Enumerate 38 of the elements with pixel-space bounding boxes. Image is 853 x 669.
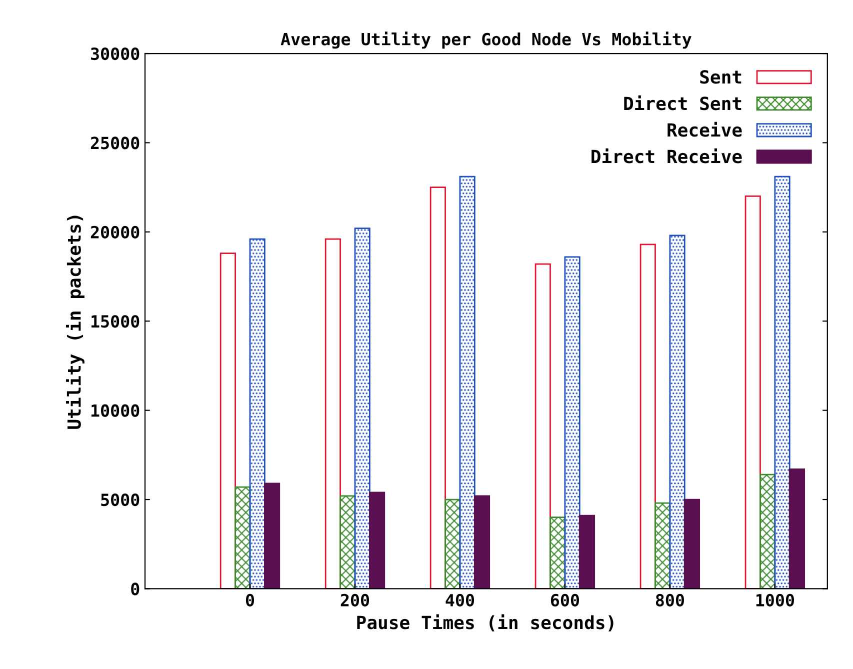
x-tick-label: 0 [246,594,254,606]
y-tick-label: 30000 [91,47,140,60]
legend-label: Receive [668,122,742,137]
bar [774,176,790,589]
chart-title: Average Utility per Good Node Vs Mobility [280,32,692,49]
bar [354,228,370,589]
y-tick-label: 5000 [101,493,140,506]
bar [760,474,776,589]
bar [474,495,490,589]
y-tick-label: 10000 [92,404,140,417]
x-axis-title: Pause Times (in seconds) [357,614,614,632]
bar [444,498,461,589]
bar [684,498,700,589]
bar [788,468,806,589]
bar [669,234,686,589]
legend-label: Direct Receive [592,148,742,164]
bar [654,502,671,589]
legend-label: Sent [700,70,742,84]
bar [368,492,386,589]
bar [340,495,356,589]
y-tick-label: 20000 [90,226,140,238]
y-tick-label: 25000 [90,136,140,150]
bar [459,176,476,589]
x-tick-label: 600 [550,594,579,606]
legend-label: Direct Sent [624,95,742,110]
y-axis-title: Utility (in packets) [66,216,84,429]
x-tick-label: 800 [656,594,684,606]
bar [234,486,251,589]
bar [264,482,280,589]
x-tick-label: 200 [340,594,370,606]
bar [249,238,266,589]
x-tick-label: 400 [446,594,474,606]
bar [564,256,580,589]
x-tick-label: 1000 [756,594,794,606]
y-tick-label: 15000 [92,315,140,328]
bar [578,514,596,589]
bar [550,516,566,589]
y-tick-label: 0 [131,582,140,596]
